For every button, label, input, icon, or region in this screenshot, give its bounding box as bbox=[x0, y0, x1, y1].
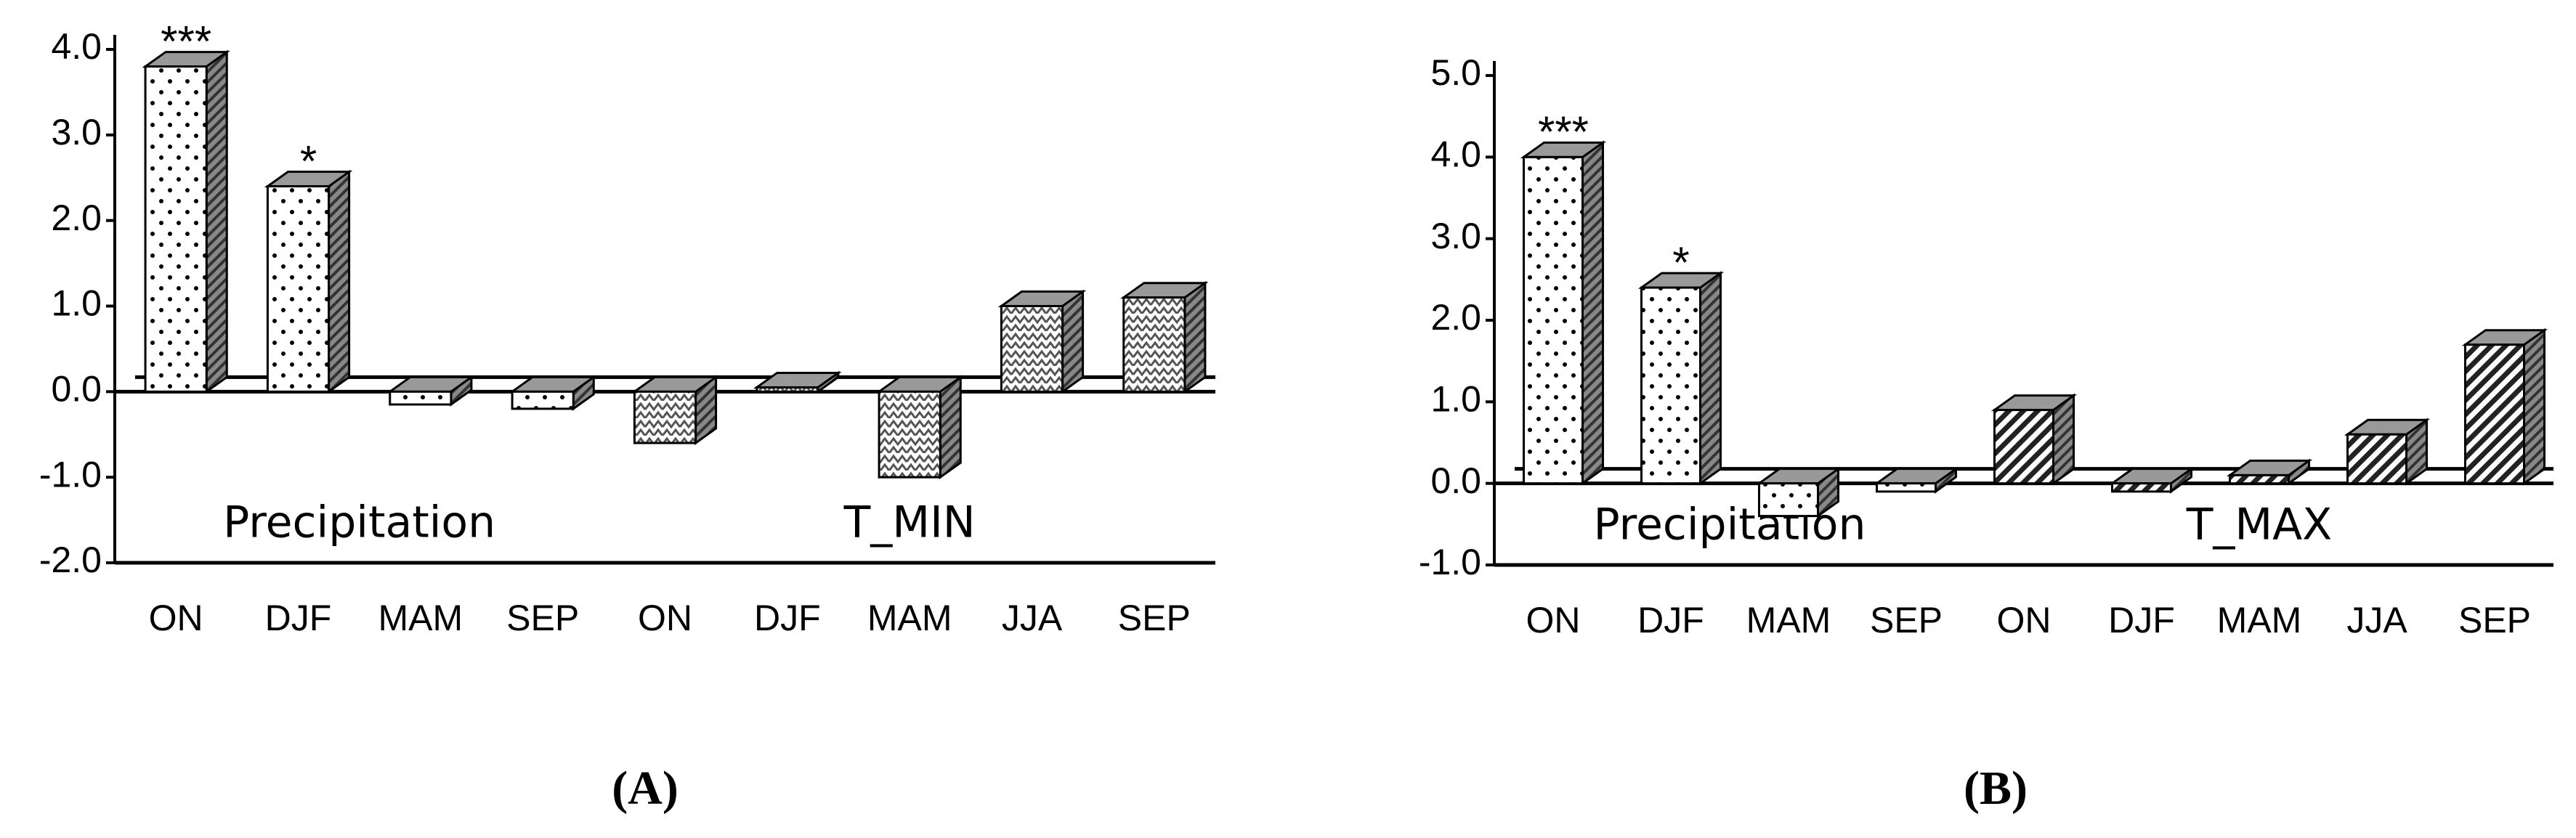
x-tick-label: SEP bbox=[2458, 600, 2531, 640]
y-tick-label: -1.0 bbox=[1419, 542, 1481, 582]
y-tick-label: 3.0 bbox=[1430, 216, 1481, 256]
y-tick-label: -1.0 bbox=[39, 454, 102, 495]
bar-side bbox=[939, 375, 962, 480]
x-tick-label: DJF bbox=[2108, 600, 2175, 640]
x-tick-label: ON bbox=[638, 598, 692, 638]
significance-label: *** bbox=[1538, 107, 1589, 156]
bar bbox=[2346, 433, 2407, 485]
bar bbox=[511, 390, 575, 410]
x-tick-label: MAM bbox=[378, 598, 463, 638]
bar-side bbox=[205, 49, 228, 394]
significance-label: * bbox=[1672, 238, 1689, 287]
y-tick-label: -2.0 bbox=[39, 540, 102, 580]
bar-side bbox=[2523, 328, 2545, 486]
group-label: T_MIN bbox=[843, 497, 976, 548]
x-tick-label: SEP bbox=[1118, 598, 1191, 638]
significance-label: * bbox=[300, 137, 317, 185]
bar-side bbox=[1699, 271, 1722, 486]
x-tick-label: DJF bbox=[265, 598, 332, 638]
group-label: Precipitation bbox=[223, 497, 495, 548]
y-tick-label: 1.0 bbox=[1430, 379, 1481, 420]
group-label: T_MAX bbox=[2186, 500, 2333, 550]
x-tick-label: ON bbox=[1997, 600, 2052, 640]
bar bbox=[756, 386, 819, 393]
bar-side bbox=[1061, 289, 1085, 394]
x-tick-label: ON bbox=[149, 598, 203, 638]
panel-label: (B) bbox=[1964, 762, 2028, 815]
significance-label: *** bbox=[161, 17, 211, 65]
bar bbox=[2111, 482, 2172, 493]
x-tick-label: MAM bbox=[867, 598, 952, 638]
bar bbox=[1758, 482, 1819, 518]
bar bbox=[1523, 155, 1584, 485]
y-tick-label: 1.0 bbox=[51, 283, 102, 324]
y-tick-label: 5.0 bbox=[1430, 52, 1481, 93]
x-tick-label: MAM bbox=[1746, 600, 1831, 640]
x-tick-label: JJA bbox=[1002, 598, 1063, 638]
bar bbox=[1000, 305, 1064, 393]
bar bbox=[2464, 343, 2525, 485]
panel-label: (A) bbox=[612, 762, 679, 815]
y-tick-label: 2.0 bbox=[51, 198, 102, 238]
x-tick-label: SEP bbox=[506, 598, 579, 638]
bar-side bbox=[328, 169, 351, 394]
bar bbox=[633, 390, 697, 444]
y-tick-label: 0.0 bbox=[51, 369, 102, 410]
bar bbox=[878, 390, 941, 479]
y-tick-label: 4.0 bbox=[1430, 134, 1481, 175]
bar bbox=[1640, 286, 1701, 485]
x-tick-label: DJF bbox=[1637, 600, 1704, 640]
bar bbox=[2229, 473, 2290, 485]
y-tick-label: 0.0 bbox=[1430, 460, 1481, 501]
bar bbox=[389, 390, 453, 406]
y-tick-label: 3.0 bbox=[51, 112, 102, 152]
bar bbox=[266, 185, 331, 393]
x-tick-label: MAM bbox=[2217, 600, 2302, 640]
x-tick-label: JJA bbox=[2346, 600, 2407, 640]
bar-side bbox=[1183, 280, 1207, 394]
bar bbox=[1993, 409, 2054, 485]
x-tick-label: ON bbox=[1526, 600, 1581, 640]
y-tick-label: 2.0 bbox=[1430, 297, 1481, 338]
bar bbox=[1122, 296, 1186, 393]
bar bbox=[144, 65, 208, 393]
x-tick-label: SEP bbox=[1870, 600, 1943, 640]
bar bbox=[1876, 482, 1937, 493]
y-tick-label: 4.0 bbox=[51, 26, 102, 67]
bar-side bbox=[1581, 140, 1604, 486]
x-tick-label: DJF bbox=[754, 598, 821, 638]
